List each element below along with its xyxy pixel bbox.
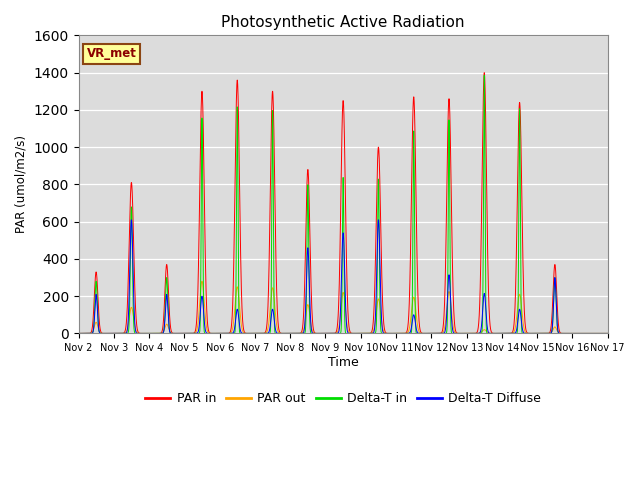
PAR out [604,331,611,336]
PAR out [569,331,577,336]
PAR in [75,331,83,336]
Line: PAR out: PAR out [79,281,608,334]
PAR in [433,331,440,336]
PAR out [170,331,177,336]
Line: Delta-T Diffuse: Delta-T Diffuse [79,220,608,334]
Line: Delta-T in: Delta-T in [79,75,608,334]
Delta-T in [461,331,469,336]
Delta-T in [75,331,83,336]
X-axis label: Time: Time [328,356,358,369]
PAR in [604,331,612,336]
Legend: PAR in, PAR out, Delta-T in, Delta-T Diffuse: PAR in, PAR out, Delta-T in, Delta-T Dif… [140,387,546,410]
PAR in [492,331,499,336]
Delta-T Diffuse [604,331,612,336]
Title: Photosynthetic Active Radiation: Photosynthetic Active Radiation [221,15,465,30]
Delta-T Diffuse [75,331,83,336]
Delta-T Diffuse [462,331,470,336]
Delta-T Diffuse [604,331,611,336]
Delta-T in [323,331,331,336]
PAR out [323,331,331,336]
Delta-T Diffuse [170,331,177,336]
PAR in [604,331,611,336]
PAR out [433,331,440,336]
PAR in [170,331,177,336]
PAR in [461,331,469,336]
PAR out [198,278,205,284]
Delta-T in [569,331,577,336]
PAR out [604,331,612,336]
Delta-T in [604,331,611,336]
Line: PAR in: PAR in [79,72,608,334]
PAR out [75,331,83,336]
Delta-T Diffuse [127,217,135,223]
Delta-T Diffuse [569,331,577,336]
Delta-T in [170,331,177,336]
PAR out [492,331,499,336]
Delta-T Diffuse [433,331,440,336]
Delta-T in [481,72,488,78]
Y-axis label: PAR (umol/m2/s): PAR (umol/m2/s) [15,135,28,233]
Delta-T in [433,331,440,336]
PAR in [481,70,488,75]
Delta-T in [492,331,499,336]
Text: VR_met: VR_met [86,47,136,60]
PAR in [569,331,577,336]
PAR out [462,331,470,336]
Delta-T Diffuse [323,331,331,336]
PAR in [323,331,331,336]
Delta-T in [604,331,612,336]
Delta-T Diffuse [492,331,499,336]
